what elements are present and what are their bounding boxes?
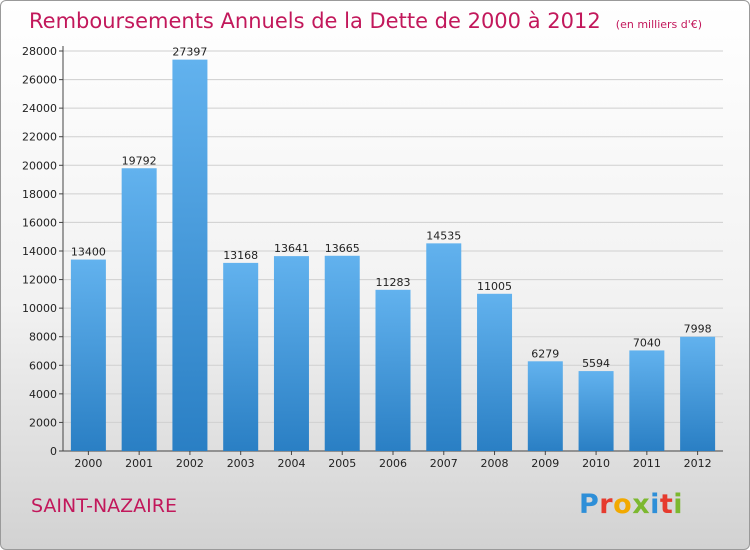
x-tick-label: 2011 — [633, 457, 661, 470]
x-tick-label: 2005 — [328, 457, 356, 470]
x-tick-label: 2008 — [481, 457, 509, 470]
bar — [527, 361, 563, 451]
bars — [70, 59, 716, 451]
logo-letter: x — [632, 489, 651, 520]
x-tick-label: 2010 — [582, 457, 610, 470]
y-tick-label: 24000 — [22, 102, 57, 115]
data-label: 11283 — [376, 276, 411, 289]
bar — [121, 168, 157, 451]
data-label: 7998 — [684, 323, 712, 336]
y-tick-label: 0 — [50, 445, 57, 458]
data-label: 6279 — [531, 347, 559, 360]
bar — [578, 371, 614, 451]
proxiti-logo: Proxiti — [579, 489, 683, 520]
x-tick-label: 2006 — [379, 457, 407, 470]
x-tick-label: 2001 — [125, 457, 153, 470]
chart-title: Remboursements Annuels de la Dette de 20… — [29, 9, 601, 33]
x-tick-label: 2002 — [176, 457, 204, 470]
x-tick-label: 2003 — [227, 457, 255, 470]
city-label: SAINT-NAZAIRE — [31, 495, 177, 517]
y-tick-label: 4000 — [29, 388, 57, 401]
data-label: 7040 — [633, 336, 661, 349]
data-label: 13665 — [325, 242, 360, 255]
labels: 0 2000 4000 6000 8000 10000 12000 14000 16000 180… — [22, 45, 712, 470]
bar — [223, 262, 259, 451]
logo-letter: i — [650, 489, 660, 520]
bar — [426, 243, 462, 451]
y-tick-label: 28000 — [22, 45, 57, 58]
y-tick-label: 18000 — [22, 188, 57, 201]
data-label: 27397 — [172, 46, 207, 59]
logo-letter: o — [613, 489, 633, 520]
y-tick-label: 20000 — [22, 159, 57, 172]
x-tick-label: 2000 — [74, 457, 102, 470]
y-tick-label: 6000 — [29, 359, 57, 372]
bar — [375, 289, 411, 451]
y-tick-label: 16000 — [22, 216, 57, 229]
x-tick-label: 2009 — [531, 457, 559, 470]
data-label: 11005 — [477, 280, 512, 293]
title-line: Remboursements Annuels de la Dette de 20… — [29, 9, 702, 33]
y-tick-label: 12000 — [22, 274, 57, 287]
y-tick-label: 26000 — [22, 74, 57, 87]
data-label: 13168 — [223, 249, 258, 262]
y-tick-label: 14000 — [22, 245, 57, 258]
data-label: 13641 — [274, 242, 309, 255]
bar — [680, 336, 716, 451]
data-label: 19792 — [122, 154, 157, 167]
y-tick-label: 22000 — [22, 131, 57, 144]
bar — [477, 293, 513, 451]
x-tick-label: 2004 — [277, 457, 305, 470]
bar — [70, 259, 106, 451]
data-label: 5594 — [582, 357, 610, 370]
bar — [273, 256, 309, 451]
logo-letter: r — [599, 489, 614, 520]
logo-letter: i — [673, 489, 684, 520]
x-tick-label: 2007 — [430, 457, 458, 470]
bar — [172, 59, 208, 451]
y-tick-label: 8000 — [29, 331, 57, 344]
data-label: 14535 — [426, 229, 461, 242]
y-tick-label: 2000 — [29, 416, 57, 429]
x-tick-label: 2012 — [684, 457, 712, 470]
chart-unit: (en milliers d'€) — [615, 18, 703, 31]
y-tick-label: 10000 — [22, 302, 57, 315]
logo-letter: P — [579, 489, 600, 520]
bar — [324, 255, 360, 451]
bar — [629, 350, 665, 451]
data-label: 13400 — [71, 246, 106, 259]
logo-letter: t — [659, 489, 674, 520]
